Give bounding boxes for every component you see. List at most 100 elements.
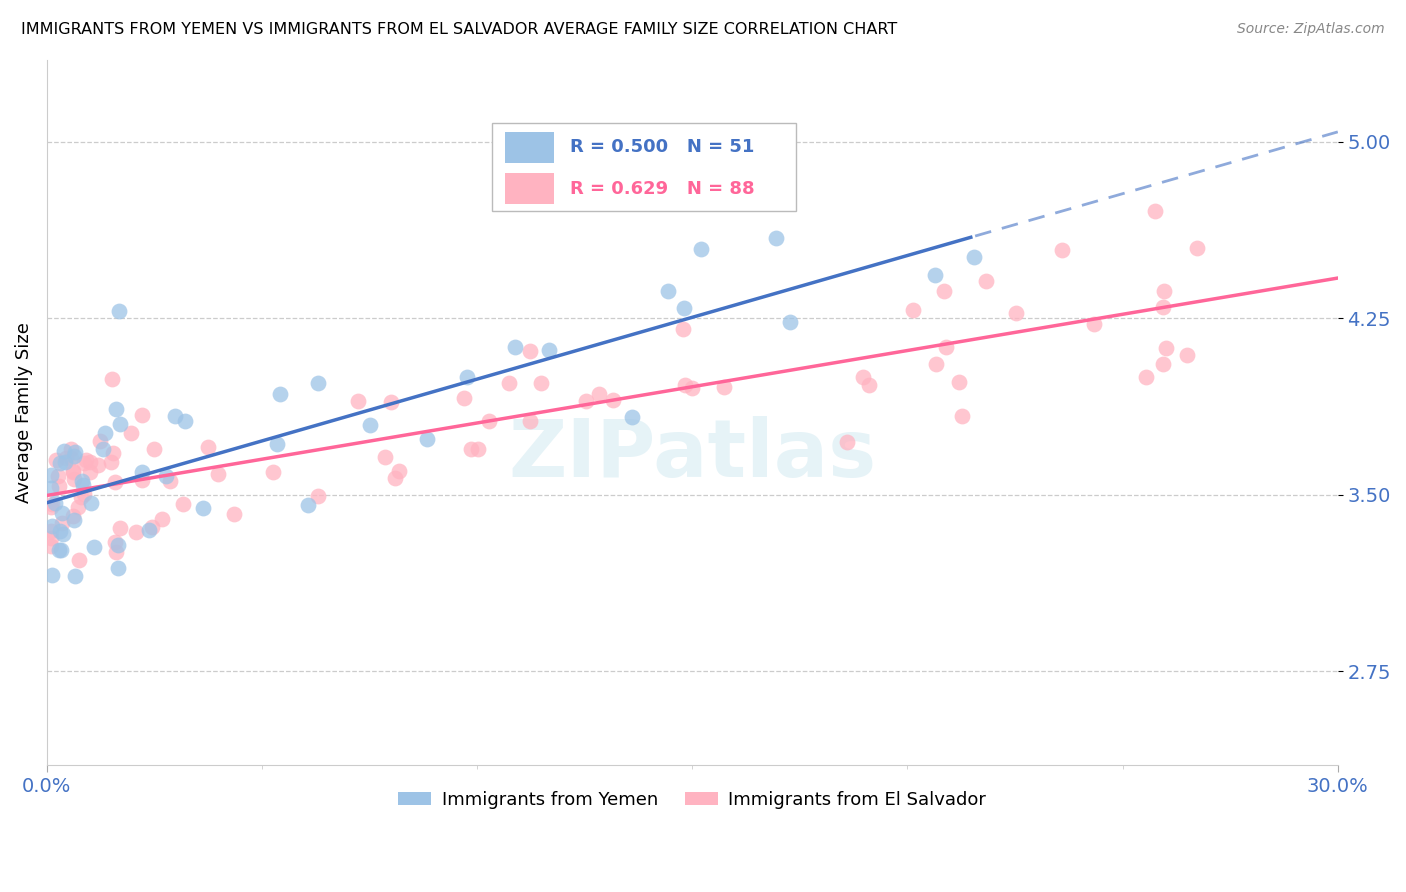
Point xyxy=(657,284,679,298)
Point xyxy=(519,414,541,428)
Point xyxy=(62,465,84,479)
Point xyxy=(384,471,406,485)
Point xyxy=(48,542,70,557)
Point xyxy=(478,414,501,428)
Point xyxy=(63,569,86,583)
Point xyxy=(297,498,319,512)
Point xyxy=(46,469,69,483)
Point xyxy=(1175,348,1198,362)
Point xyxy=(388,464,411,478)
Point xyxy=(155,469,177,483)
Point xyxy=(932,284,955,298)
Point xyxy=(374,450,396,465)
Point xyxy=(131,408,153,422)
Point xyxy=(79,455,101,469)
Text: ZIPatlas: ZIPatlas xyxy=(508,416,876,494)
Text: R = 0.500   N = 51: R = 0.500 N = 51 xyxy=(569,138,754,156)
Point xyxy=(79,465,101,479)
Point xyxy=(60,450,83,465)
Point xyxy=(191,500,214,515)
Point xyxy=(498,376,520,391)
Point xyxy=(108,417,131,432)
Point xyxy=(1153,285,1175,299)
Legend: Immigrants from Yemen, Immigrants from El Salvador: Immigrants from Yemen, Immigrants from E… xyxy=(391,784,994,816)
Point xyxy=(143,442,166,457)
Point xyxy=(1143,203,1166,218)
Point xyxy=(453,391,475,405)
Point xyxy=(380,394,402,409)
Point xyxy=(107,561,129,575)
Point xyxy=(1005,306,1028,320)
Point xyxy=(852,370,875,384)
Point xyxy=(125,524,148,539)
Point xyxy=(73,487,96,501)
Point xyxy=(359,417,381,432)
Point xyxy=(621,409,644,424)
Point xyxy=(131,473,153,487)
Point xyxy=(91,442,114,457)
Point xyxy=(530,376,553,390)
Point xyxy=(460,442,482,457)
Point xyxy=(519,344,541,359)
Point xyxy=(672,301,695,315)
Point xyxy=(207,467,229,482)
Text: R = 0.629   N = 88: R = 0.629 N = 88 xyxy=(569,179,755,198)
Point xyxy=(1052,243,1074,257)
Point xyxy=(87,458,110,472)
Point xyxy=(83,540,105,554)
Point xyxy=(72,477,94,491)
Point xyxy=(1154,341,1177,355)
Point xyxy=(262,465,284,479)
Point xyxy=(51,543,73,558)
Point xyxy=(41,497,63,511)
Point xyxy=(69,490,91,504)
Point xyxy=(39,500,62,515)
Point xyxy=(67,553,90,567)
Text: Source: ZipAtlas.com: Source: ZipAtlas.com xyxy=(1237,22,1385,37)
Point xyxy=(75,452,97,467)
Point xyxy=(307,376,329,390)
Point xyxy=(39,531,62,545)
Point xyxy=(51,506,73,520)
Point xyxy=(925,358,948,372)
Point xyxy=(89,434,111,449)
Point xyxy=(49,524,72,538)
Point xyxy=(950,409,973,424)
Point xyxy=(39,524,62,539)
Point xyxy=(53,455,76,469)
Point xyxy=(39,539,62,553)
Point xyxy=(59,442,82,456)
Point xyxy=(103,535,125,549)
Point xyxy=(1152,300,1174,314)
Point xyxy=(713,380,735,394)
Point xyxy=(105,545,128,559)
Point xyxy=(1083,317,1105,331)
Point xyxy=(690,242,713,256)
Point xyxy=(62,464,84,478)
Text: IMMIGRANTS FROM YEMEN VS IMMIGRANTS FROM EL SALVADOR AVERAGE FAMILY SIZE CORRELA: IMMIGRANTS FROM YEMEN VS IMMIGRANTS FROM… xyxy=(21,22,897,37)
Point xyxy=(121,426,143,441)
Point xyxy=(222,507,245,521)
Point xyxy=(197,440,219,454)
FancyBboxPatch shape xyxy=(505,132,554,162)
Point xyxy=(63,472,86,486)
Point xyxy=(66,500,89,514)
Point xyxy=(901,302,924,317)
Point xyxy=(70,474,93,488)
Point xyxy=(538,343,561,357)
Point xyxy=(63,444,86,458)
Point xyxy=(174,414,197,428)
Point xyxy=(269,387,291,401)
Point xyxy=(835,434,858,449)
Point xyxy=(575,393,598,408)
Point xyxy=(672,321,695,335)
Point xyxy=(1187,241,1209,255)
Point xyxy=(105,402,128,417)
Point xyxy=(159,474,181,488)
Point xyxy=(62,513,84,527)
Point xyxy=(39,481,62,495)
Point xyxy=(681,381,703,395)
Point xyxy=(935,341,957,355)
Point xyxy=(858,377,880,392)
Point xyxy=(1135,370,1157,384)
